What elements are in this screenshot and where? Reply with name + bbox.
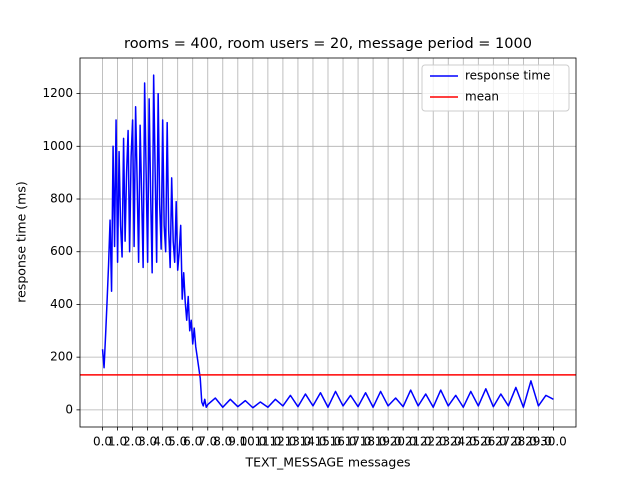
- chart-title: rooms = 400, room users = 20, message pe…: [124, 36, 532, 52]
- x-tick-label: 14.0: [300, 435, 327, 449]
- x-tick-label: 9.0: [228, 435, 247, 449]
- x-tick-label: 26.0: [480, 435, 507, 449]
- y-tick-label: 0: [65, 402, 73, 416]
- y-tick-label: 200: [50, 350, 73, 364]
- x-tick-label: 2.0: [123, 435, 142, 449]
- x-tick-label: 30.0: [540, 435, 567, 449]
- y-tick-label: 800: [50, 192, 73, 206]
- x-tick-label: 0.0: [93, 435, 112, 449]
- x-tick-label: 25.0: [465, 435, 492, 449]
- x-tick-label: 7.0: [198, 435, 217, 449]
- x-tick-label: 18.0: [360, 435, 387, 449]
- x-tick-label: 13.0: [285, 435, 312, 449]
- y-tick-label: 1000: [42, 139, 73, 153]
- x-tick-label: 11.0: [255, 435, 282, 449]
- data-line: [101, 74, 554, 409]
- x-axis-label: TEXT_MESSAGE messages: [244, 455, 410, 470]
- legend-label: response time: [465, 69, 550, 83]
- y-axis-label: response time (ms): [14, 181, 29, 302]
- x-tick-label: 21.0: [405, 435, 432, 449]
- x-tick-label: 17.0: [345, 435, 372, 449]
- x-tick-label: 10.0: [239, 435, 266, 449]
- x-tick-label: 19.0: [375, 435, 402, 449]
- legend-label: mean: [465, 90, 499, 104]
- y-tick-label: 600: [50, 244, 73, 258]
- y-tick-label: 400: [50, 297, 73, 311]
- x-tick-label: 29.0: [525, 435, 552, 449]
- x-tick-label: 8.0: [213, 435, 232, 449]
- x-tick-label: 5.0: [168, 435, 187, 449]
- x-tick-label: 27.0: [495, 435, 522, 449]
- x-tick-label: 16.0: [330, 435, 357, 449]
- x-tick-label: 20.0: [390, 435, 417, 449]
- x-tick-label: 24.0: [450, 435, 477, 449]
- y-tick-label: 1200: [42, 86, 73, 100]
- legend-box: [421, 64, 570, 112]
- x-tick-label: 1.0: [108, 435, 127, 449]
- x-tick-label: 15.0: [315, 435, 342, 449]
- x-tick-label: 6.0: [183, 435, 202, 449]
- x-tick-label: 12.0: [270, 435, 297, 449]
- x-tick-label: 23.0: [435, 435, 462, 449]
- plot-frame: [79, 57, 577, 428]
- x-tick-label: 4.0: [153, 435, 172, 449]
- x-tick-label: 3.0: [138, 435, 157, 449]
- x-tick-label: 22.0: [420, 435, 447, 449]
- x-tick-label: 28.0: [510, 435, 537, 449]
